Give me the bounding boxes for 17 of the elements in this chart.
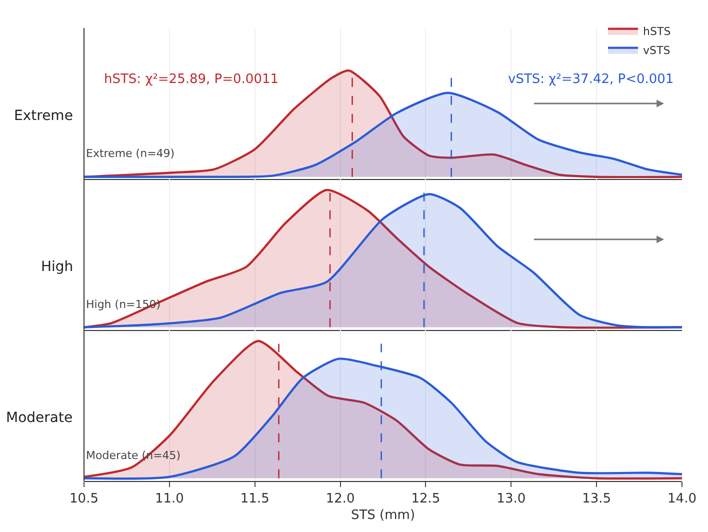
annotation: vSTS: χ²=37.42, P<0.001	[508, 72, 674, 87]
legend-label: vSTS	[643, 44, 670, 58]
y-axis-title: Extreme	[14, 108, 73, 124]
legend-label: hSTS	[643, 25, 671, 38]
x-tick-label: 14.0	[668, 492, 696, 507]
x-tick-label: 11.5	[240, 492, 270, 507]
annotation: Extreme (n=49)	[86, 147, 175, 160]
x-tick-label: 11.0	[154, 492, 184, 507]
x-tick-label: 13.5	[582, 492, 612, 507]
x-axis-title: STS (mm)	[350, 508, 416, 524]
y-axis-title: Moderate	[6, 410, 73, 426]
x-tick-label: 12.0	[326, 492, 355, 507]
annotation: hSTS: χ²=25.89, P=0.0011	[104, 72, 279, 87]
x-tick-label: 13.0	[496, 492, 526, 507]
x-tick-label: 12.5	[411, 492, 440, 507]
y-axis-title: High	[41, 259, 74, 275]
x-tick-label: 10.5	[70, 492, 98, 507]
